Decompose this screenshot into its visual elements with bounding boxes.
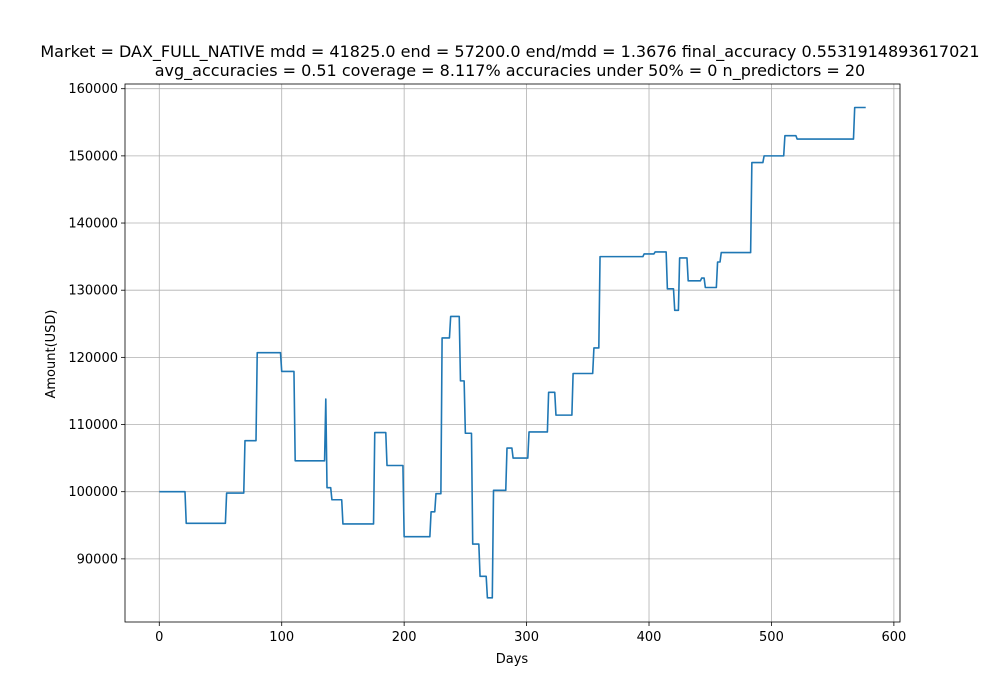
y-axis-label: Amount(USD) [44,309,59,398]
y-tick-label: 100000 [68,485,118,500]
plot-area-frame [124,83,901,623]
series-layer [159,106,866,599]
y-tick-label: 110000 [68,418,118,433]
x-tick-label: 200 [392,630,417,645]
x-tick-label: 100 [269,630,294,645]
x-tick-label: 500 [759,630,784,645]
y-tick-label: 160000 [68,82,118,97]
x-tick-label: 600 [881,630,906,645]
axis-ticks: 0 100 200 300 400 500 600 90000 100000 110000 1200… [68,82,906,645]
x-tick-label: 400 [637,630,662,645]
x-axis-label: Days [496,652,529,667]
amount-series-line [159,106,866,599]
y-tick-label: 130000 [68,284,118,299]
y-tick-label: 90000 [77,552,118,567]
chart-title-line-2: avg_accuracies = 0.51 coverage = 8.117% … [155,61,865,81]
x-tick-label: 0 [155,630,163,645]
x-tick-label: 300 [514,630,539,645]
y-tick-label: 120000 [68,351,118,366]
chart-title-line-1: Market = DAX_FULL_NATIVE mdd = 41825.0 e… [40,42,979,62]
y-tick-label: 150000 [68,149,118,164]
y-tick-label: 140000 [68,217,118,232]
